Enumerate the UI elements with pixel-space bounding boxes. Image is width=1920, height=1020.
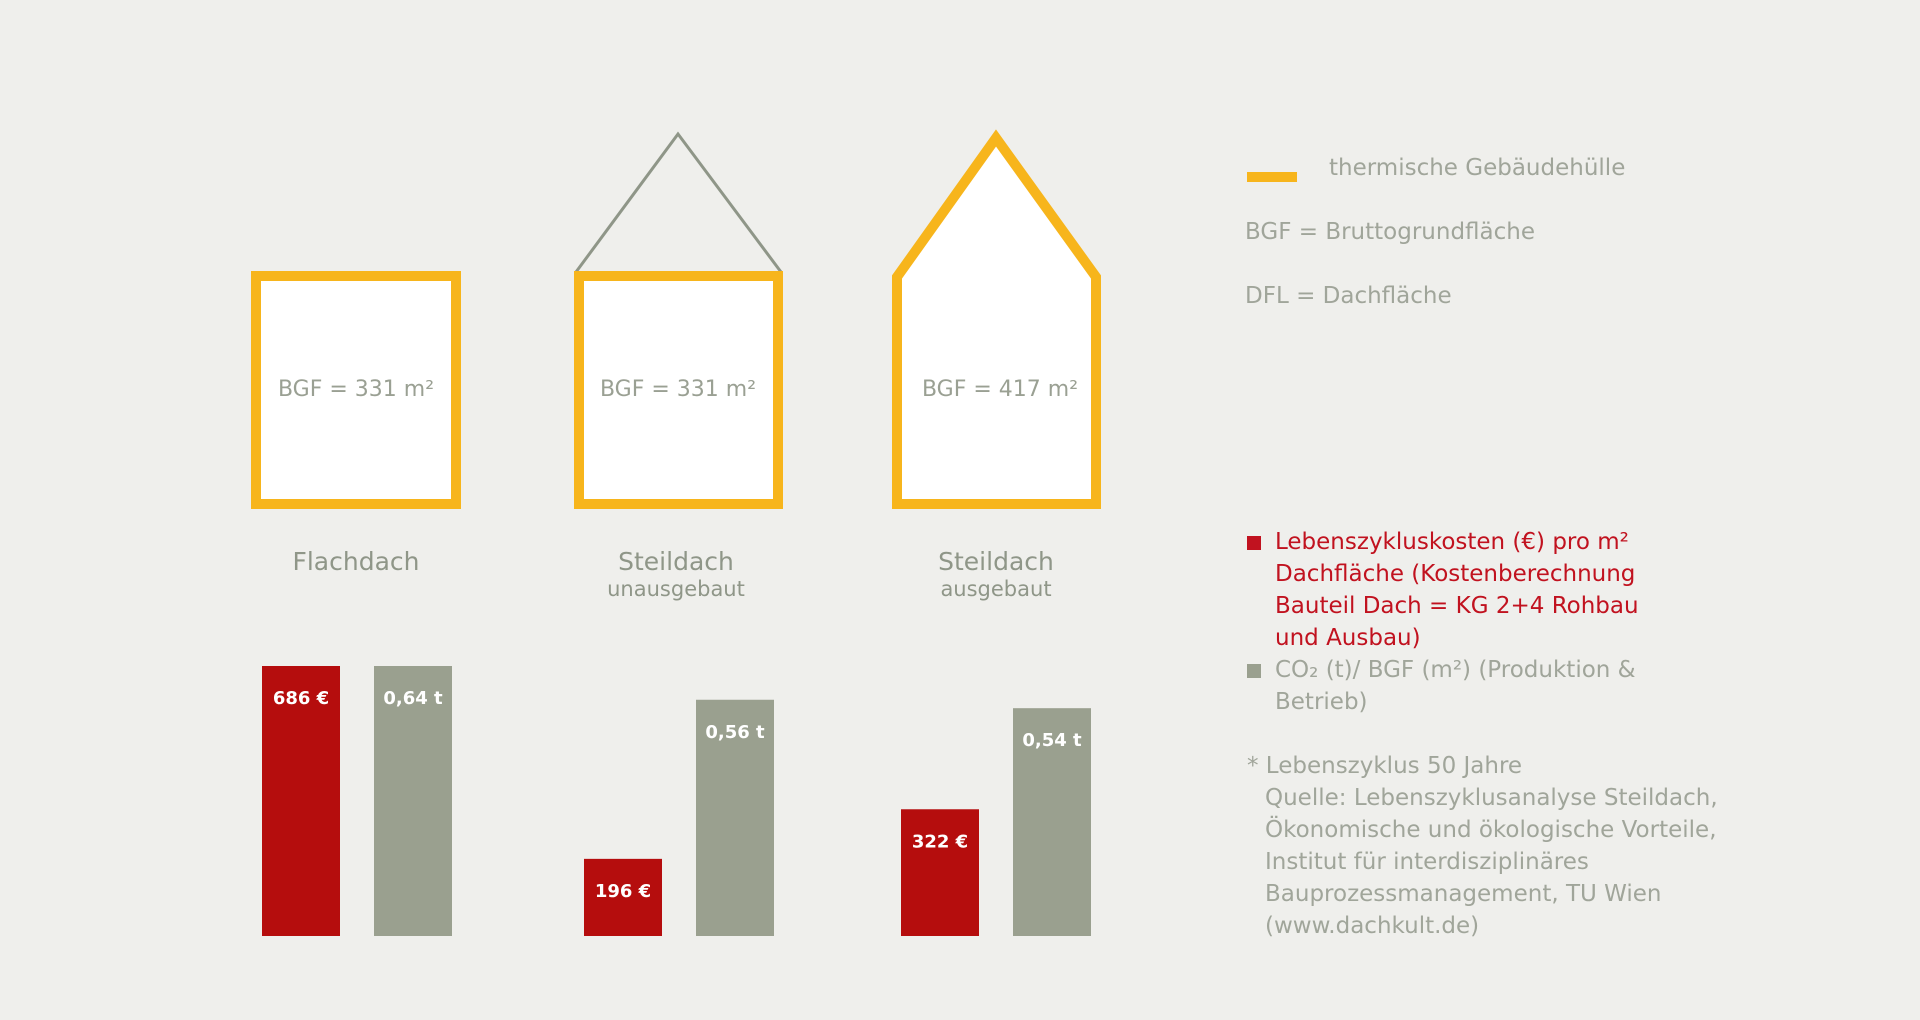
legend-envelope-label: thermische Gebäudehülle [1329, 155, 1626, 181]
legend-dfl-definition: DFL = Dachfläche [1245, 283, 1452, 309]
footnote-line: Institut für interdisziplinäres [1265, 849, 1589, 875]
house-name-steildach-unausgebaut: Steildach [618, 547, 734, 576]
house-subtitle-steildach-ausgebaut: ausgebaut [940, 577, 1051, 601]
bar-label-cost-1: 686 € [273, 688, 329, 709]
house-steildach-ausgebaut: BGF = 417 m² Steildach ausgebaut [892, 129, 1101, 601]
bar-label-co2-3: 0,54 t [1022, 730, 1082, 751]
legend: thermische Gebäudehülle BGF = Bruttogrun… [1245, 152, 1845, 344]
series-legend-cost: Lebenszykluskosten (€) pro m² Dachfläche… [1245, 526, 1665, 654]
cost-legend-line: Bauteil Dach = KG 2+4 Rohbau [1275, 593, 1639, 619]
bar-label-co2-1: 0,64 t [383, 688, 443, 709]
series-legend-co2: CO₂ (t)/ BGF (m²) (Produktion & Betrieb) [1245, 654, 1665, 718]
envelope-swatch [1247, 172, 1297, 182]
house-name-steildach-ausgebaut: Steildach [938, 547, 1054, 576]
bar-co2-1 [374, 666, 452, 936]
thermal-envelope-flachdach [251, 271, 461, 509]
bar-cost-2 [584, 858, 662, 936]
bar-cost-1 [262, 666, 340, 936]
footnote-line: Ökonomische und ökologische Vorteile, [1265, 817, 1717, 843]
footnote-line: Bauprozessmanagement, TU Wien [1265, 881, 1662, 907]
bar-co2-2 [696, 699, 774, 936]
cost-legend-line: Dachfläche (Kostenberechnung [1275, 561, 1636, 587]
cost-swatch [1247, 536, 1261, 550]
thermal-envelope-steildach-unausgebaut [574, 271, 783, 509]
cost-legend-line: Lebenszykluskosten (€) pro m² [1275, 529, 1629, 555]
house-subtitle-steildach-unausgebaut: unausgebaut [607, 577, 745, 601]
bgf-label-steildach-unausgebaut: BGF = 331 m² [600, 377, 756, 402]
co2-legend-line: CO₂ (t)/ BGF (m²) (Produktion & [1275, 657, 1636, 683]
legend-bgf-definition: BGF = Bruttogrundfläche [1245, 219, 1536, 245]
bar-group: 686 € 196 € 322 € 0,64 t 0,56 t 0,54 t [262, 666, 1091, 936]
bgf-label-flachdach: BGF = 331 m² [278, 377, 434, 402]
legend-envelope: thermische Gebäudehülle [1245, 152, 1845, 184]
unheated-roof-outline [574, 131, 783, 273]
footnote-line: * Lebenszyklus 50 Jahre [1247, 753, 1523, 779]
co2-swatch [1247, 664, 1261, 678]
bar-label-co2-2: 0,56 t [705, 722, 765, 743]
footnote-line: Quelle: Lebenszyklusanalyse Steildach, [1265, 785, 1718, 811]
footnote-line: (www.dachkult.de) [1265, 913, 1480, 939]
cost-legend-line: und Ausbau) [1275, 625, 1421, 651]
bgf-label-steildach-ausgebaut: BGF = 417 m² [922, 377, 1078, 402]
bar-label-cost-2: 196 € [595, 881, 651, 902]
footnote: * Lebenszyklus 50 Jahre Quelle: Lebenszy… [1247, 750, 1767, 942]
bar-cost-3 [901, 809, 979, 936]
co2-legend-line: Betrieb) [1275, 689, 1368, 715]
house-flachdach: BGF = 331 m² Flachdach [251, 271, 461, 576]
thermal-envelope-steildach-ausgebaut [892, 129, 1101, 509]
bar-label-cost-3: 322 € [912, 831, 968, 852]
bar-co2-3 [1013, 708, 1091, 936]
series-legend: Lebenszykluskosten (€) pro m² Dachfläche… [1245, 526, 1665, 718]
house-name-flachdach: Flachdach [292, 547, 419, 576]
house-steildach-unausgebaut: BGF = 331 m² Steildach unausgebaut [574, 131, 783, 601]
